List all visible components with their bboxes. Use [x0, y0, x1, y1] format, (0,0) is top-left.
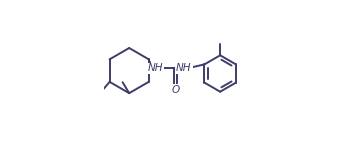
Text: NH: NH	[148, 63, 163, 73]
Text: O: O	[171, 85, 179, 95]
Text: NH: NH	[176, 63, 192, 73]
